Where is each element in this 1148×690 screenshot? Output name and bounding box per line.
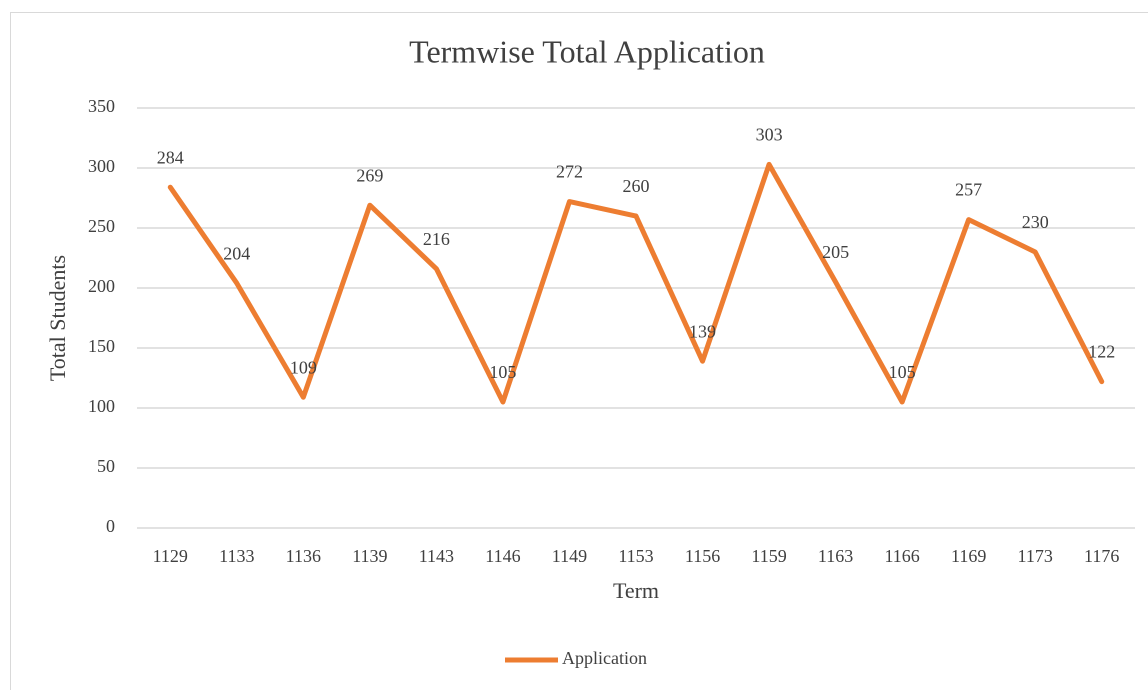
x-tick-label: 1146	[485, 546, 520, 566]
data-label: 105	[489, 362, 516, 382]
data-label: 284	[157, 147, 184, 167]
chart-frame	[10, 12, 1148, 690]
x-tick-label: 1163	[818, 546, 853, 566]
legend-label: Application	[562, 648, 647, 668]
data-label: 122	[1088, 342, 1115, 362]
x-tick-label: 1133	[219, 546, 254, 566]
data-label: 204	[223, 243, 250, 263]
data-label: 205	[822, 242, 849, 262]
y-tick-label: 100	[88, 396, 115, 416]
x-tick-label: 1166	[884, 546, 919, 566]
data-label: 303	[756, 125, 783, 145]
data-label: 257	[955, 180, 982, 200]
x-tick-label: 1173	[1018, 546, 1053, 566]
chart-title: Termwise Total Application	[409, 33, 765, 69]
x-tick-label: 1156	[685, 546, 720, 566]
data-label: 105	[889, 362, 916, 382]
x-tick-label: 1139	[352, 546, 387, 566]
y-tick-label: 150	[88, 336, 115, 356]
x-tick-label: 1169	[951, 546, 986, 566]
data-label: 230	[1022, 212, 1049, 232]
y-tick-label: 350	[88, 96, 115, 116]
x-tick-label: 1143	[419, 546, 454, 566]
x-tick-label: 1136	[286, 546, 321, 566]
data-line	[167, 161, 1105, 405]
y-tick-label: 0	[106, 516, 115, 536]
x-tick-label: 1153	[618, 546, 653, 566]
data-label: 109	[290, 357, 317, 377]
x-tick-label: 1159	[751, 546, 786, 566]
data-label: 139	[689, 321, 716, 341]
data-label: 272	[556, 162, 583, 182]
data-label: 260	[623, 176, 650, 196]
y-tick-label: 250	[88, 216, 115, 236]
x-tick-label: 1129	[153, 546, 188, 566]
x-tick-label: 1176	[1084, 546, 1119, 566]
y-tick-label: 300	[88, 156, 115, 176]
data-label: 269	[356, 165, 383, 185]
x-axis-title: Term	[613, 578, 659, 603]
x-tick-label: 1149	[552, 546, 587, 566]
y-tick-label: 200	[88, 276, 115, 296]
y-axis-title: Total Students	[45, 255, 70, 381]
data-label: 216	[423, 229, 450, 249]
y-tick-label: 50	[97, 456, 115, 476]
